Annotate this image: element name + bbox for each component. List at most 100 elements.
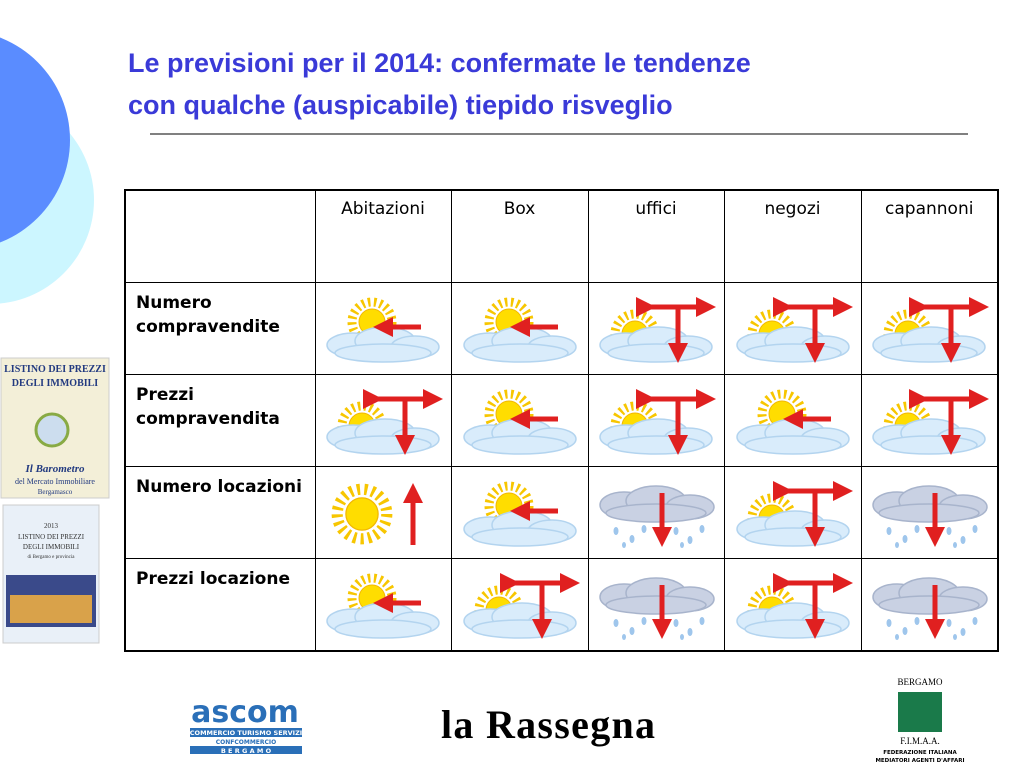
icon-cell [314,281,452,375]
column-header: negozi [723,189,862,283]
cloud-icon [599,417,713,455]
logo-fimaa: BERGAMO F.I.M.A.A. FEDERAZIONE ITALIANA … [875,677,964,764]
row-header: Numero locazioni [124,465,316,559]
forecast-icon [872,484,988,549]
cover-text: DEGLI IMMOBILI [23,543,80,551]
forecast-icon [735,296,853,363]
icon-cell [587,373,725,467]
title: Le previsioni per il 2014: confermate le… [128,42,751,126]
icon-cell [450,373,589,467]
logo-text: MEDIATORI AGENTI D'AFFARI [875,758,964,764]
cover-text: Bergamasco [38,488,73,496]
forecast-icon [462,387,577,455]
table-row: Numero compravendite [124,281,999,375]
title-line: Le previsioni per il 2014: confermate le… [128,48,751,78]
icon-cell [587,557,725,651]
logo-text: F.I.M.A.A. [900,736,940,746]
cover-2: 2013 LISTINO DEI PREZZI DEGLI IMMOBILI d… [2,504,100,644]
cloud-icon [735,417,850,455]
cloud-icon [735,509,850,547]
forecast-icon [599,576,715,641]
forecast-icon [326,388,443,455]
icon-cell [860,281,999,375]
table-row: Prezzi locazione [124,557,999,651]
icon-cell [314,557,452,651]
forecast-icon [735,572,853,639]
raincloud-icon [599,484,715,549]
raincloud-icon [872,576,988,641]
forecast-icon [599,296,716,363]
forecast-icon [735,480,853,547]
icon-cell [723,465,862,559]
forecast-icon [872,388,990,455]
forecast-icon [326,295,440,363]
title-line: con qualche (auspicabile) tiepido risveg… [128,90,673,120]
logo-text: B E R G A M O [221,747,272,755]
row-header: Prezzi compravendita [124,373,316,467]
icon-cell [723,373,862,467]
cloud-icon [326,325,440,363]
column-header: Abitazioni [314,189,452,283]
logo-rassegna: la Rassegna [441,702,655,747]
forecast-icon [326,571,440,639]
cover-text: LISTINO DEI PREZZI [4,364,106,375]
column-header: capannoni [860,189,999,283]
forecast-icon [323,482,423,545]
cloud-icon [462,325,577,363]
logo-text: FEDERAZIONE ITALIANA [883,750,957,756]
icon-cell [860,373,999,467]
icon-cell [450,281,589,375]
row-header: Prezzi locazione [124,557,316,651]
icon-cell [723,281,862,375]
forecast-icon [872,296,990,363]
icon-cell [860,557,999,651]
forecast-icon [735,387,850,455]
column-header: Box [450,189,589,283]
forecast-icon [599,388,716,455]
row-header: Numero compravendite [124,281,316,375]
cloud-icon [735,325,850,363]
cover-text: DEGLI IMMOBILI [12,378,99,389]
cloud-icon [599,325,713,363]
sun-icon [337,489,387,539]
table-row: Prezzi compravendita [124,373,999,467]
table-row: Numero locazioni [124,465,999,559]
cover-text: Il Barometro [25,463,85,475]
cover-text: di Bergamo e provincia [28,555,76,560]
cover-text: LISTINO DEI PREZZI [18,533,85,541]
cloud-icon [462,509,577,547]
cloud-icon [735,601,850,639]
cloud-icon [326,417,440,455]
cloud-icon [462,601,577,639]
logo-text: COMMERCIO TURISMO SERVIZI [190,729,302,737]
cloud-icon [872,325,986,363]
cloud-icon [462,417,577,455]
icon-cell [314,373,452,467]
icon-cell [314,465,452,559]
icon-cell [587,465,725,559]
column-header: uffici [587,189,725,283]
cloud-icon [872,417,986,455]
cloud-icon [326,601,440,639]
logo-text: ascom [191,695,299,730]
icon-cell [450,465,589,559]
logo-text: BERGAMO [897,677,943,687]
forecast-icon [462,572,580,639]
raincloud-icon [872,484,988,549]
logo-text: CONFCOMMERCIO [216,739,277,746]
cover-1: LISTINO DEI PREZZI DEGLI IMMOBILI Il Bar… [0,357,110,499]
icon-cell [723,557,862,651]
icon-cell [450,557,589,651]
forecast-icon [872,576,988,641]
forecast-icon [462,295,577,363]
logo-ascom: ascom COMMERCIO TURISMO SERVIZI CONFCOMM… [190,695,302,755]
cover-text: del Mercato Immobiliare [15,477,95,486]
forecast-icon [599,484,715,549]
forecast-icon [462,479,577,547]
raincloud-icon [599,576,715,641]
corner-cell [124,189,316,283]
forecast-table: Abitazioni Box uffici negozi capannoni Numero… [124,189,999,652]
icon-cell [860,465,999,559]
